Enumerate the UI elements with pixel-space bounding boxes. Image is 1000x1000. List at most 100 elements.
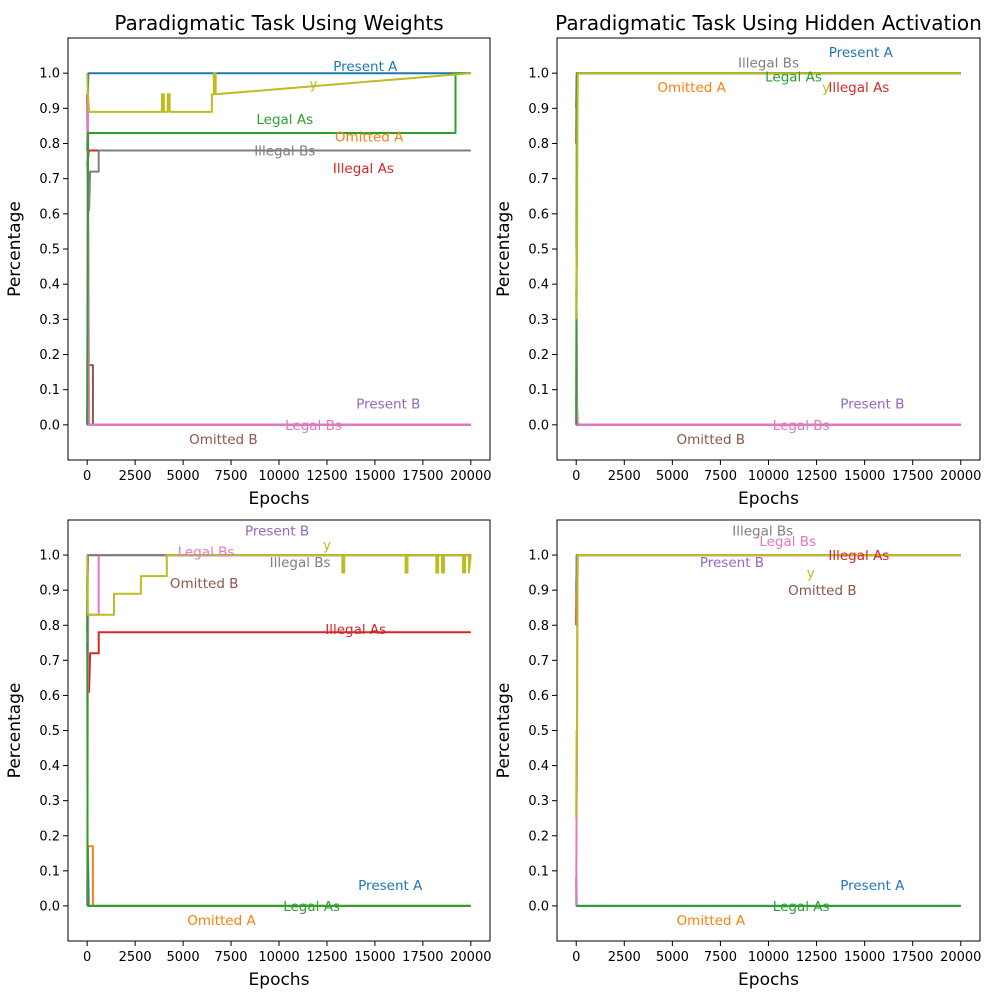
y-tick-label: 0.4 (528, 759, 549, 774)
y-tick-label: 0.7 (39, 172, 60, 187)
annotation-present-a: Present A (840, 878, 905, 894)
y-axis-label: Percentage (494, 201, 514, 297)
x-tick-label: 2500 (119, 469, 152, 484)
annotation-legal-as: Legal As (283, 899, 340, 915)
annotation-present-a: Present A (829, 45, 894, 61)
y-tick-label: 0.3 (39, 313, 60, 328)
plot-frame (556, 37, 981, 461)
series-line-omitted-b (86, 364, 471, 426)
annotation-present-b: Present B (356, 397, 420, 413)
x-tick-label: 15000 (354, 950, 395, 965)
series-line-present-b (575, 554, 961, 591)
annotation-illegal-as: Illegal As (325, 622, 386, 638)
annotation-present-b: Present B (700, 555, 764, 571)
annotation-present-a: Present A (333, 59, 398, 75)
y-tick-label: 0.7 (39, 654, 60, 669)
series-line-y (86, 72, 471, 113)
x-tick-label: 17500 (892, 469, 933, 484)
annotation-illegal-as: Illegal As (333, 161, 394, 177)
series-line-omitted-a (86, 845, 471, 907)
x-tick-label: 20000 (940, 950, 981, 965)
y-tick-label: 0.1 (39, 864, 60, 879)
x-axis-label: Epochs (249, 970, 310, 990)
y-tick-label: 1.0 (528, 549, 549, 564)
annotation-legal-bs: Legal Bs (178, 545, 235, 561)
x-tick-label: 12500 (796, 950, 837, 965)
series-line-illegal-as (86, 631, 471, 693)
y-tick-label: 0.8 (528, 619, 549, 634)
x-tick-label: 5000 (656, 950, 689, 965)
series-group (575, 554, 961, 907)
x-tick-label: 5000 (167, 469, 200, 484)
x-tick-label: 12500 (306, 950, 347, 965)
series-line-legal-as (86, 576, 471, 907)
annotation-legal-bs: Legal Bs (285, 418, 342, 434)
y-tick-label: 0.8 (39, 137, 60, 152)
y-tick-label: 1.0 (39, 67, 60, 82)
y-tick-label: 0.4 (39, 759, 60, 774)
subplot-1: 0 2500 5000 7500 10000 12500 15000 17500 20000 0.… (5, 11, 491, 509)
annotation-omitted-a: Omitted A (677, 913, 746, 929)
x-tick-label: 20000 (450, 950, 491, 965)
series-line-legal-as (86, 72, 471, 425)
x-tick-label: 17500 (892, 950, 933, 965)
annotation-present-a: Present A (358, 878, 423, 894)
y-tick-label: 0.6 (528, 207, 549, 222)
y-tick-label: 0.6 (39, 207, 60, 222)
y-tick-label: 0.6 (528, 689, 549, 704)
series-line-legal-bs (86, 554, 471, 906)
x-tick-label: 7500 (214, 469, 247, 484)
series-group (86, 554, 472, 907)
series-group (575, 72, 961, 426)
y-tick-label: 0.8 (528, 137, 549, 152)
x-tick-label: 17500 (402, 950, 443, 965)
x-tick-label: 12500 (306, 469, 347, 484)
annotation-omitted-a: Omitted A (335, 129, 404, 145)
annotation-omitted-a: Omitted A (187, 913, 256, 929)
series-line-present-a (86, 845, 471, 907)
annotation-omitted-b: Omitted B (189, 432, 258, 448)
y-tick-label: 0.1 (528, 383, 549, 398)
y-tick-label: 0.9 (528, 102, 549, 117)
y-tick-label: 0.3 (528, 794, 549, 809)
annotation-illegal-as: Illegal As (828, 80, 889, 96)
y-tick-label: 0.8 (39, 619, 60, 634)
y-tick-label: 0.3 (39, 794, 60, 809)
annotation-legal-as: Legal As (773, 899, 830, 915)
y-axis-label: Percentage (5, 683, 25, 779)
y-tick-label: 0.0 (39, 899, 60, 914)
series-line-legal-as (575, 72, 961, 425)
plot-frame (67, 37, 491, 461)
subplot-4: 0 2500 5000 7500 10000 12500 15000 17500 20000 0.… (494, 519, 981, 990)
x-tick-label: 2500 (608, 469, 641, 484)
x-tick-label: 5000 (167, 950, 200, 965)
y-tick-label: 0.5 (528, 243, 549, 258)
annotation-legal-as: Legal As (765, 70, 822, 86)
series-line-legal-bs (575, 554, 961, 906)
x-tick-label: 10000 (748, 950, 789, 965)
x-tick-label: 0 (572, 950, 580, 965)
y-tick-label: 1.0 (39, 549, 60, 564)
annotation-omitted-b: Omitted B (788, 583, 857, 599)
x-tick-label: 7500 (214, 950, 247, 965)
annotation-illegal-as: Illegal As (828, 548, 889, 564)
y-tick-label: 0.9 (39, 102, 60, 117)
y-tick-label: 0.5 (39, 724, 60, 739)
x-axis-label: Epochs (249, 489, 310, 509)
x-tick-label: 12500 (796, 469, 837, 484)
annotation-present-b: Present B (245, 524, 309, 540)
x-tick-label: 15000 (844, 469, 885, 484)
subplot-2: 0 2500 5000 7500 10000 12500 15000 17500 20000 0.… (494, 11, 982, 509)
annotation-illegal-bs: Illegal Bs (254, 144, 315, 160)
x-tick-label: 20000 (450, 469, 491, 484)
x-tick-label: 7500 (704, 469, 737, 484)
x-tick-label: 20000 (940, 469, 981, 484)
y-tick-label: 0.0 (39, 418, 60, 433)
chart-title: Paradigmatic Task Using Weights (114, 11, 443, 35)
y-tick-label: 0.2 (528, 829, 549, 844)
y-tick-label: 0.4 (39, 278, 60, 293)
x-tick-label: 10000 (748, 469, 789, 484)
annotation-y: y (323, 538, 331, 554)
x-axis-label: Epochs (738, 970, 799, 990)
annotation-y: y (310, 77, 318, 93)
